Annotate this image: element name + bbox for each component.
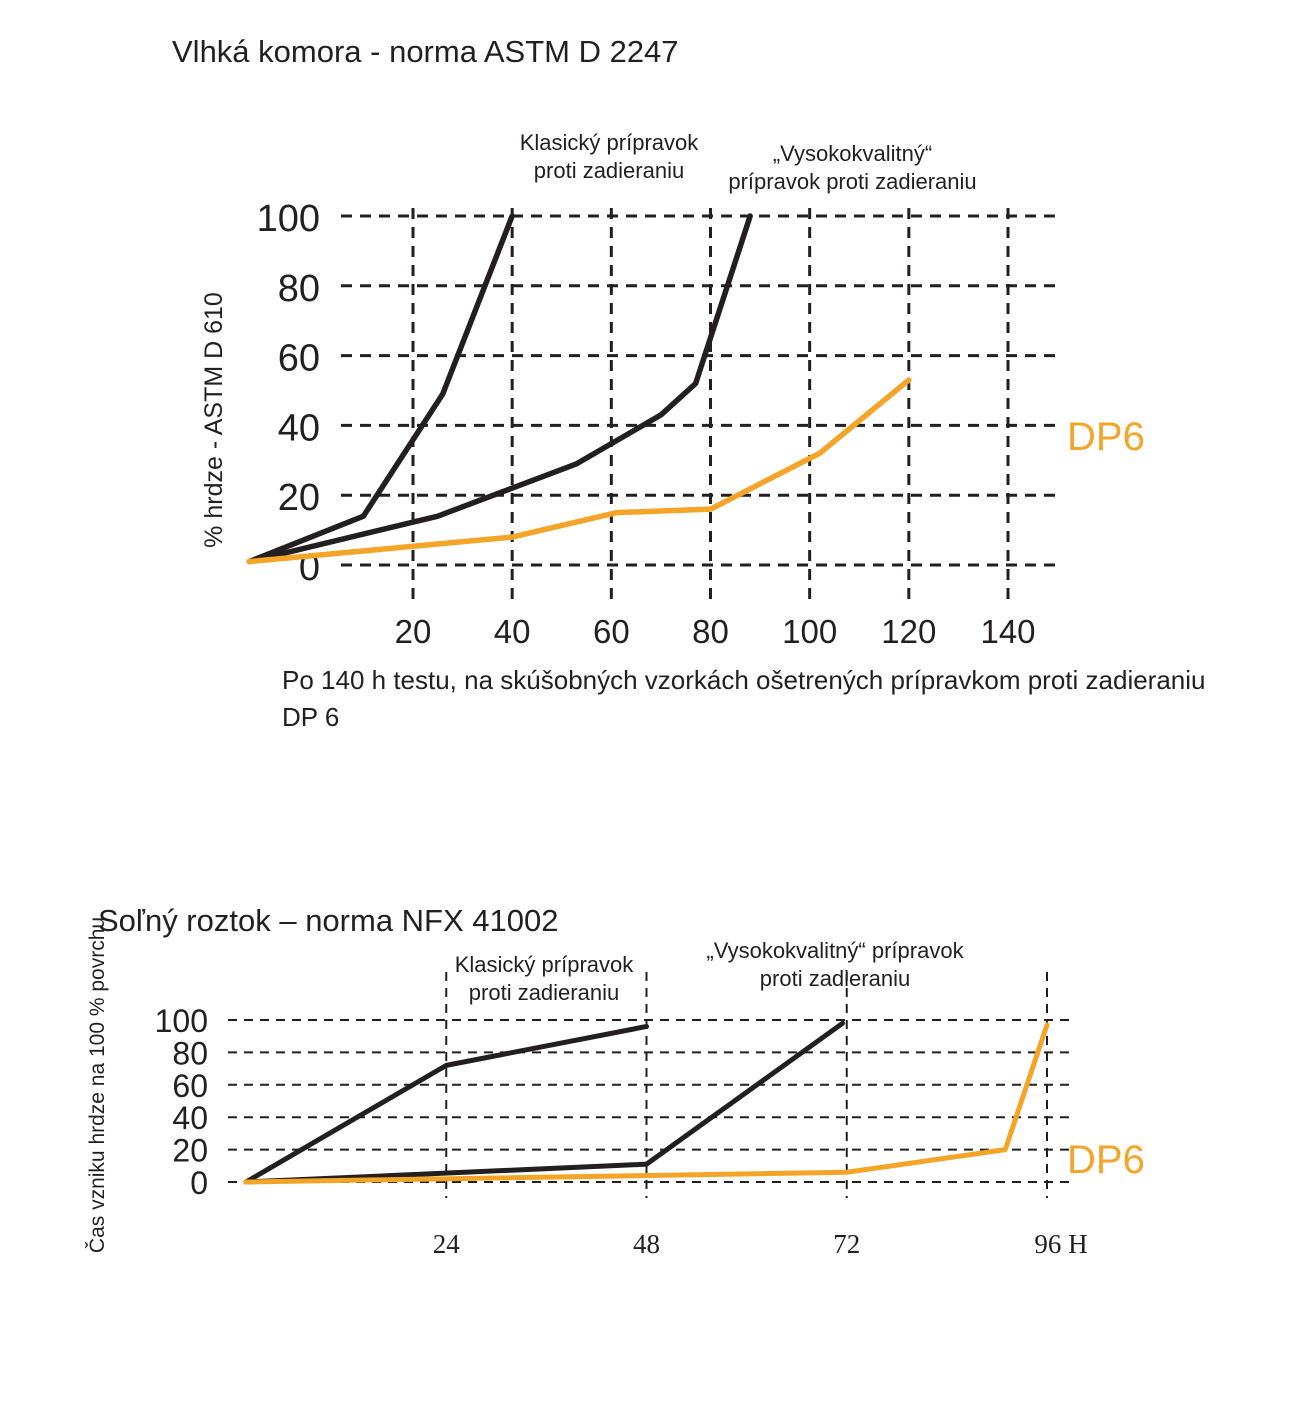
chart1-xtick-140: 140	[980, 613, 1035, 650]
chart1-ytick-100: 100	[257, 198, 320, 240]
chart1-dp6-label: DP6	[1067, 415, 1145, 459]
chart2-ytick-60: 60	[172, 1068, 208, 1104]
chart2-ytick-100: 100	[155, 1003, 208, 1039]
chart1-classic-annotation-line1: Klasický prípravok	[519, 130, 699, 155]
chart2-xtick-3: 96 H	[1034, 1229, 1087, 1259]
chart2-ylabel: Čas vzniku hrdze na 100 % povrchu	[86, 917, 109, 1253]
chart2-xtick-1: 48	[633, 1229, 660, 1259]
chart1-classic-annotation: Klasický prípravok proti zadieraniu	[502, 129, 716, 185]
chart1-series-classic	[246, 213, 515, 565]
chart1-premium-annotation: „Vysokokvalitný“ prípravok proti zadiera…	[700, 140, 1005, 196]
chart2-title: Soľný roztok – norma NFX 41002	[98, 903, 559, 938]
chart1-xtick-40: 40	[494, 613, 531, 650]
chart2-classic-annotation-line1: Klasický prípravok	[454, 952, 634, 977]
chart1-series-dp6	[246, 377, 912, 565]
chart2-ytick-0: 0	[190, 1165, 208, 1201]
chart2-ytick-80: 80	[172, 1035, 208, 1071]
chart1-ytick-80: 80	[278, 268, 320, 310]
chart2-dp6-label: DP6	[1067, 1138, 1145, 1182]
chart2-series-classic	[243, 1023, 649, 1185]
chart2-premium-annotation-line2: proti zadieraniu	[759, 966, 911, 991]
chart1-xtick-60: 60	[593, 613, 630, 650]
chart1-series-premium	[246, 213, 753, 565]
chart2-xtick-0: 24	[433, 1229, 461, 1259]
chart2-series-dp6	[243, 1022, 1050, 1185]
chart2-classic-annotation-line2: proti zadieraniu	[468, 980, 620, 1005]
chart1-premium-annotation-line1: „Vysokokvalitný“	[772, 141, 933, 166]
chart2-ytick-40: 40	[172, 1100, 208, 1136]
chart1-title: Vlhká komora - norma ASTM D 2247	[172, 34, 679, 69]
chart2-premium-annotation: „Vysokokvalitný“ prípravok proti zadiera…	[680, 937, 990, 993]
chart1-ytick-40: 40	[278, 407, 320, 449]
chart2-classic-annotation: Klasický prípravok proti zadieraniu	[437, 951, 651, 1007]
chart1-ytick-60: 60	[278, 338, 320, 380]
chart1-xtick-120: 120	[881, 613, 936, 650]
chart1-ylabel: % hrdze - ASTM D 610	[200, 292, 228, 548]
chart2-ytick-20: 20	[172, 1133, 208, 1169]
chart1-xtick-100: 100	[782, 613, 837, 650]
chart2-series-premium	[243, 1020, 846, 1185]
chart1-premium-annotation-line2: prípravok proti zadieraniu	[728, 169, 977, 194]
chart2-xtick-2: 72	[833, 1229, 860, 1259]
chart1-ytick-20: 20	[278, 477, 320, 519]
chart1-note: Po 140 h testu, na skúšobných vzorkách o…	[282, 665, 1206, 732]
chart1-xtick-20: 20	[395, 613, 432, 650]
chart2-premium-annotation-line1: „Vysokokvalitný“ prípravok	[706, 938, 964, 963]
chart1-xtick-80: 80	[692, 613, 729, 650]
chart1-classic-annotation-line2: proti zadieraniu	[533, 158, 685, 183]
